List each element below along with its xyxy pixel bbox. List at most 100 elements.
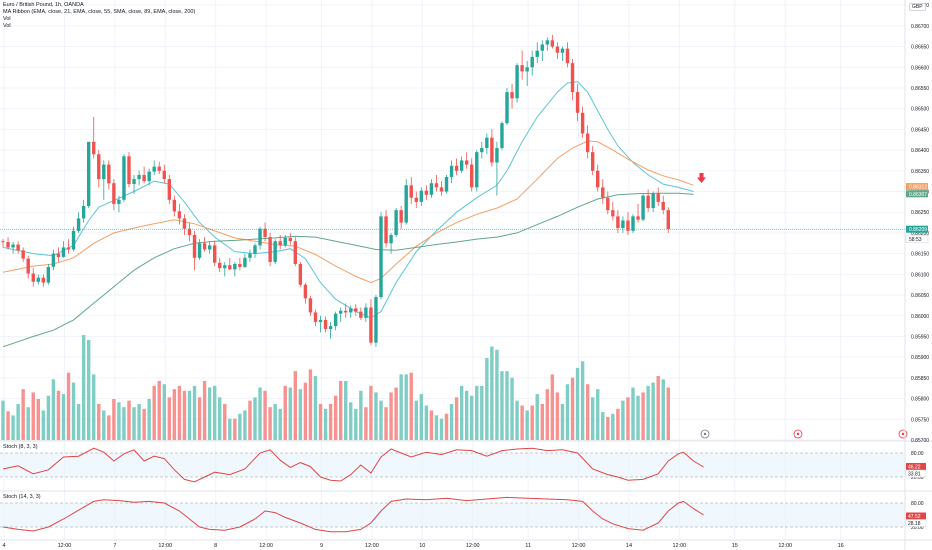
volume-bar [449,403,454,440]
candle-body [102,164,106,180]
time-tick-label: 15 [732,543,738,549]
volume-bar [480,385,484,440]
candle-body [288,237,292,242]
candle-body [248,253,252,258]
candle-body [187,228,192,235]
volume-bar [46,395,51,440]
candle-body [212,245,217,263]
volume-bar [228,418,232,440]
volume-bar [56,390,61,440]
volume-bar [172,389,177,440]
volume-bar [485,358,489,440]
time-tick-label: 12:00 [365,543,379,549]
price-tick-label: 0.86200 [911,231,929,237]
candle-body [253,245,257,254]
volume-bar [147,399,151,440]
volume-bar [248,400,252,440]
volume-bar [404,374,408,440]
candle-body [283,237,287,246]
volume-bar [505,371,509,440]
candle-body [399,210,403,223]
candle-body [298,263,303,285]
price-tick-label: 0.85950 [911,334,929,340]
candle-body [56,253,61,257]
time-tick-label: 16 [838,543,844,549]
price-tick-label: 0.85800 [911,397,929,403]
price-tick-label: 0.85850 [911,376,929,382]
candle-body [202,243,207,250]
volume-bar [187,390,192,440]
candle-body [459,160,464,171]
candle-body [470,164,474,188]
candle-body [344,310,348,313]
volume-bar [177,385,182,440]
volume-bar [142,408,146,440]
candle-body [207,245,212,250]
volume-bar [112,399,116,440]
candle-body [510,92,514,99]
candle-body [142,174,146,182]
volume-bar [419,394,424,440]
candle-body [500,123,504,149]
candle-body [661,201,665,211]
volume-bar [434,415,439,440]
volume-bar [580,361,585,440]
price-label-text: 0.86307 [909,192,927,198]
candle-body [520,65,524,72]
ema21-line [2,81,694,319]
candle-body [81,206,86,219]
volume-bar [444,413,449,440]
stoch-d-badge [905,469,927,478]
candle-body [475,152,479,188]
candle-body [338,310,343,314]
time-tick-label: 12:00 [466,543,480,549]
candle-body [419,190,424,202]
down-arrow-icon [697,173,706,183]
candle-body [61,247,66,257]
volume-bar [162,384,166,440]
volume-bar [464,390,469,440]
volume-bar [429,410,434,440]
time-tick-label: 12:00 [672,543,686,549]
candle-body [243,257,247,267]
volume-bar [550,374,555,440]
candle-body [122,156,126,200]
volume-bar [207,387,212,440]
candle-body [31,273,35,282]
volume-bar [616,408,620,440]
volume-bar [409,372,413,440]
volume-bar [61,394,66,440]
volume-bar [560,403,565,440]
volume-bar [102,410,106,440]
stoch2-line [2,496,704,533]
candle-body [379,216,383,298]
volume-bar [475,385,479,440]
candle-body [434,183,439,188]
candle-body [606,197,610,211]
price-label-text: 0.86209 [909,227,927,233]
candle-body [454,165,459,171]
volume-bar [86,339,91,440]
volume-bar [354,408,358,440]
candle-body [389,234,393,244]
stoch-axis-tick: 20.00 [911,475,924,481]
candle-body [464,160,469,165]
volume-bar [182,390,187,440]
time-tick-label: 12:00 [259,543,273,549]
candle-body [218,262,222,269]
volume-bar [253,397,257,440]
volume-bar [26,407,30,440]
volume-bar [590,397,595,440]
candle-body [485,137,489,149]
volume-bar [394,387,398,440]
time-tick-label: 14 [626,543,632,549]
price-tick-label: 0.86500 [911,107,929,113]
volume-bar [636,395,640,440]
volume-bar [197,397,202,440]
price-tick-label: 0.86150 [911,252,929,258]
stoch-k-value: 47.52 [908,514,921,520]
candle-body [585,133,590,153]
volume-bar [530,405,534,440]
volume-bar [76,403,81,440]
